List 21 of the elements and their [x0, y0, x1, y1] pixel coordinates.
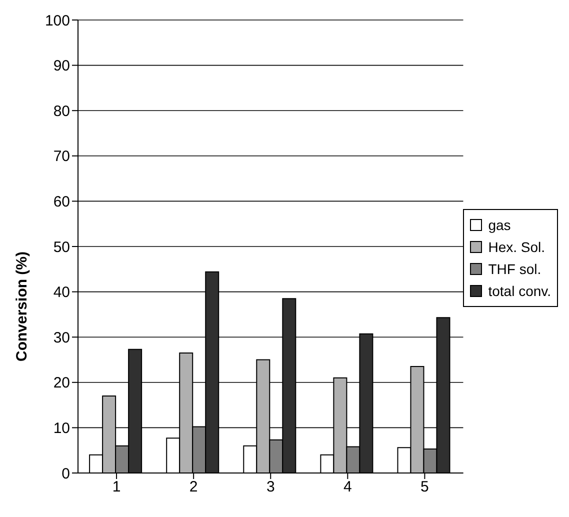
legend-label: THF sol.	[488, 260, 542, 279]
y-tick-label: 20	[53, 374, 70, 392]
x-tick-label: 3	[266, 478, 275, 496]
y-tick-label: 90	[53, 58, 70, 75]
y-tick-label: 100	[44, 12, 70, 30]
y-tick-label: 70	[53, 148, 70, 166]
y-tick-label: 60	[53, 194, 70, 211]
x-tick-label: 1	[112, 478, 121, 496]
x-tick-label: 2	[189, 478, 198, 496]
y-tick-label: 30	[53, 329, 70, 346]
y-tick-label: 80	[53, 102, 70, 120]
legend-label: Hex. Sol.	[488, 238, 546, 257]
x-tick-label: 5	[420, 478, 429, 496]
x-tick-label: 4	[343, 478, 352, 496]
y-axis-title: Conversion (%)	[13, 251, 30, 362]
y-tick-label: 40	[53, 284, 70, 302]
y-tick-label: 0	[62, 465, 70, 482]
legend-label: total conv.	[488, 282, 551, 301]
legend-label: gas	[488, 216, 511, 235]
y-tick-label: 50	[53, 238, 70, 256]
y-tick-label: 10	[53, 420, 70, 438]
